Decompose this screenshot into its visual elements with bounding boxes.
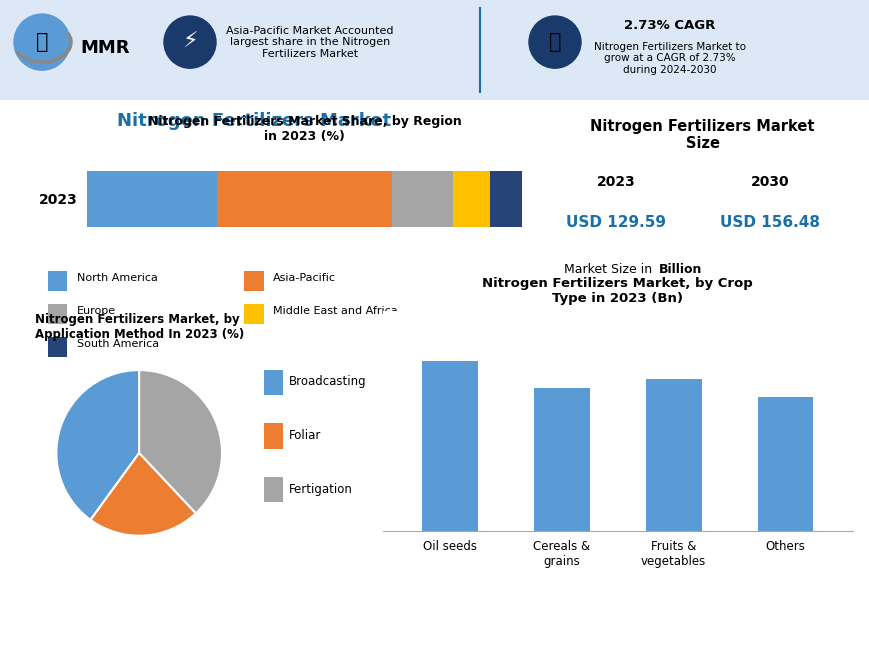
Circle shape bbox=[164, 16, 216, 68]
Bar bbox=[421, 361, 477, 531]
Bar bbox=[757, 397, 813, 531]
Circle shape bbox=[14, 14, 70, 70]
Text: 🔥: 🔥 bbox=[548, 32, 561, 52]
Text: USD 129.59: USD 129.59 bbox=[566, 215, 666, 230]
Text: Market Size in: Market Size in bbox=[563, 263, 655, 276]
Bar bbox=[87, 171, 216, 226]
Text: Nitrogen Fertilizers Market: Nitrogen Fertilizers Market bbox=[117, 113, 391, 130]
Text: Fertigation: Fertigation bbox=[289, 483, 353, 496]
Text: USD 156.48: USD 156.48 bbox=[720, 215, 819, 230]
Circle shape bbox=[528, 16, 580, 68]
Bar bbox=[216, 171, 392, 226]
Text: Asia-Pacific Market Accounted
largest share in the Nitrogen
Fertilizers Market: Asia-Pacific Market Accounted largest sh… bbox=[226, 25, 394, 59]
Bar bbox=[264, 369, 282, 395]
Bar bbox=[534, 388, 589, 531]
Text: South America: South America bbox=[77, 338, 159, 349]
Text: ⚡: ⚡ bbox=[182, 32, 197, 52]
Bar bbox=[489, 171, 521, 226]
Text: 2023: 2023 bbox=[596, 175, 634, 190]
Text: Nitrogen Fertilizers Market, by
Application Method In 2023 (%): Nitrogen Fertilizers Market, by Applicat… bbox=[35, 313, 244, 341]
Bar bbox=[244, 271, 263, 291]
Text: Billion: Billion bbox=[659, 263, 702, 276]
Text: MMR: MMR bbox=[80, 39, 129, 57]
Text: Middle East and Africa: Middle East and Africa bbox=[273, 305, 397, 316]
Bar bbox=[49, 271, 68, 291]
Text: Asia-Pacific: Asia-Pacific bbox=[273, 272, 335, 283]
Bar bbox=[49, 337, 68, 357]
Text: North America: North America bbox=[77, 272, 157, 283]
Text: Nitrogen Fertilizers Market to
grow at a CAGR of 2.73%
during 2024-2030: Nitrogen Fertilizers Market to grow at a… bbox=[594, 41, 745, 75]
Bar bbox=[264, 423, 282, 448]
Text: Foliar: Foliar bbox=[289, 429, 322, 442]
Wedge shape bbox=[139, 370, 222, 513]
Bar bbox=[452, 171, 489, 226]
Text: 🌍: 🌍 bbox=[36, 32, 48, 52]
Title: Nitrogen Fertilizers Market, by Crop
Type in 2023 (Bn): Nitrogen Fertilizers Market, by Crop Typ… bbox=[481, 277, 753, 305]
Bar bbox=[264, 477, 282, 503]
Bar bbox=[49, 304, 68, 324]
Bar bbox=[645, 379, 700, 531]
Text: Europe: Europe bbox=[77, 305, 116, 316]
Text: Nitrogen Fertilizers Market
Size: Nitrogen Fertilizers Market Size bbox=[589, 119, 814, 151]
Bar bbox=[392, 171, 452, 226]
Wedge shape bbox=[90, 453, 196, 536]
Text: 2.73% CAGR: 2.73% CAGR bbox=[624, 19, 715, 32]
Text: Broadcasting: Broadcasting bbox=[289, 375, 367, 388]
Title: Nitrogen Fertilizers Market Share, by Region
in 2023 (%): Nitrogen Fertilizers Market Share, by Re… bbox=[148, 115, 461, 144]
Wedge shape bbox=[56, 370, 139, 520]
Text: 2030: 2030 bbox=[750, 175, 789, 190]
Bar bbox=[244, 304, 263, 324]
